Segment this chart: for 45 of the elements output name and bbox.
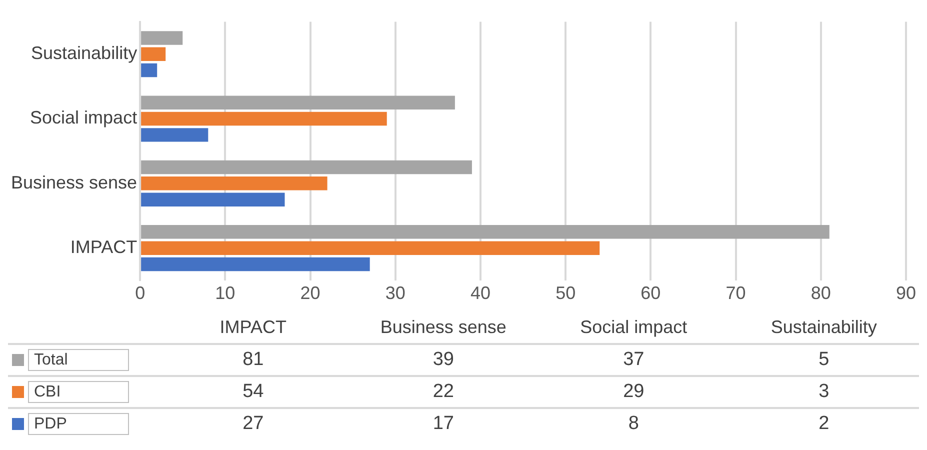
data-label: 2 (818, 413, 830, 434)
data-label: 37 (623, 349, 644, 370)
category-label: Social impact (580, 316, 688, 337)
x-tick-label: 30 (385, 283, 406, 304)
x-tick-label: 60 (640, 283, 661, 304)
data-label: 5 (818, 349, 830, 370)
category-label: Business sense (380, 316, 506, 337)
y-tick-label: Business sense (10, 172, 138, 192)
data-label: 22 (432, 381, 454, 402)
data-label: 54 (242, 381, 264, 402)
bar (141, 128, 208, 142)
bar (141, 47, 166, 61)
bar (141, 160, 472, 174)
x-tick-label: 70 (726, 283, 746, 304)
data-label: 29 (623, 381, 644, 402)
bar (141, 63, 158, 78)
data-label: 8 (628, 413, 639, 434)
x-tick-label: 50 (556, 283, 576, 304)
legend-label: CBI (34, 383, 61, 400)
data-label: 3 (818, 381, 830, 402)
bar (141, 225, 830, 239)
y-tick-label: IMPACT (70, 237, 138, 258)
y-tick-label: Sustainability (31, 43, 138, 64)
y-tick-label: Social impact (30, 108, 138, 128)
data-label: 27 (242, 413, 264, 434)
legend-label: PDP (34, 415, 67, 432)
x-tick-label: 10 (215, 283, 236, 304)
data-label: 39 (432, 349, 454, 370)
bar (141, 241, 600, 255)
category-label: Sustainability (770, 316, 877, 337)
legend-label: Total (34, 351, 68, 368)
x-tick-label: 20 (300, 283, 320, 304)
bar (141, 112, 387, 126)
bar (141, 176, 328, 190)
data-label: 81 (242, 349, 264, 370)
bar (141, 31, 183, 45)
x-tick-label: 40 (470, 283, 490, 304)
data-label: 17 (432, 413, 454, 434)
x-tick-label: 90 (896, 283, 916, 304)
bar (141, 96, 455, 110)
x-tick-label: 80 (810, 283, 831, 304)
bar (141, 192, 285, 206)
bar (141, 257, 370, 272)
category-label: IMPACT (220, 316, 286, 337)
x-tick-label: 0 (135, 283, 146, 304)
